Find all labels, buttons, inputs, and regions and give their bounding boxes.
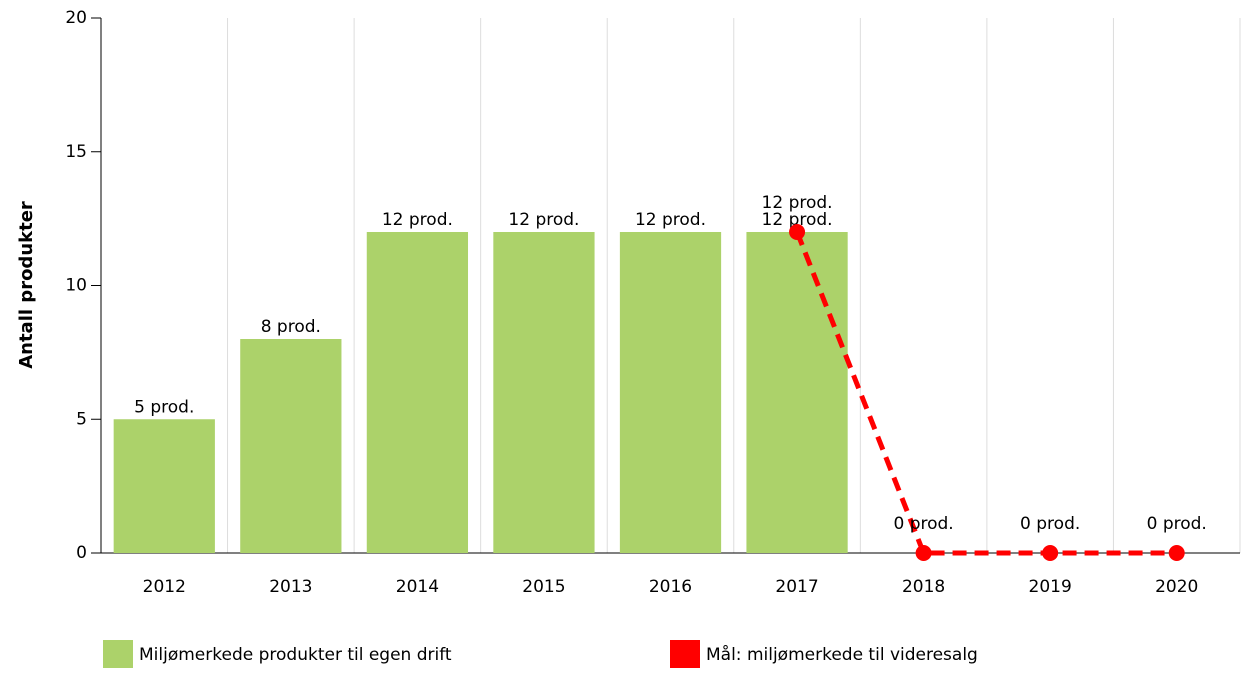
x-tick-label: 2013	[269, 577, 312, 597]
bar	[746, 232, 848, 553]
x-tick-label: 2020	[1155, 577, 1198, 597]
y-tick-label: 20	[65, 8, 87, 28]
x-tick-label: 2016	[649, 577, 692, 597]
x-tick-label: 2019	[1029, 577, 1072, 597]
y-tick-label: 10	[65, 276, 87, 296]
line-point	[1168, 545, 1185, 561]
y-tick-label: 0	[76, 543, 87, 563]
legend-label: Miljømerkede produkter til egen drift	[139, 645, 452, 665]
line-point	[789, 224, 806, 240]
bar	[113, 419, 215, 553]
bar	[240, 339, 342, 553]
x-tick-label: 2018	[902, 577, 945, 597]
data-label: 12 prod.	[508, 210, 579, 230]
data-label: 12 prod.	[762, 193, 833, 213]
y-axis-label: Antall produkter	[16, 201, 37, 369]
bar	[493, 232, 595, 553]
bar	[366, 232, 469, 553]
line-point	[1042, 545, 1059, 561]
x-tick-label: 2014	[396, 577, 439, 597]
data-label: 0 prod.	[893, 514, 953, 534]
y-tick-label: 15	[65, 142, 87, 162]
line-point	[915, 545, 932, 561]
y-tick-label: 5	[76, 409, 87, 429]
x-tick-label: 2017	[775, 577, 818, 597]
line	[794, 231, 1177, 556]
x-tick-label: 2015	[522, 577, 565, 597]
data-label: 5 prod.	[134, 397, 194, 417]
data-label: 12 prod.	[762, 210, 833, 230]
legend-label: Mål: miljømerkede til videresalg	[706, 644, 978, 665]
data-label: 8 prod.	[261, 317, 321, 337]
legend-swatch	[103, 640, 133, 668]
data-label: 12 prod.	[635, 210, 706, 230]
legend-swatch	[670, 640, 700, 668]
x-tick-label: 2012	[143, 577, 186, 597]
data-label: 0 prod.	[1147, 514, 1207, 534]
data-label: 12 prod.	[382, 210, 453, 230]
bar	[619, 232, 722, 553]
data-label: 0 prod.	[1020, 514, 1080, 534]
